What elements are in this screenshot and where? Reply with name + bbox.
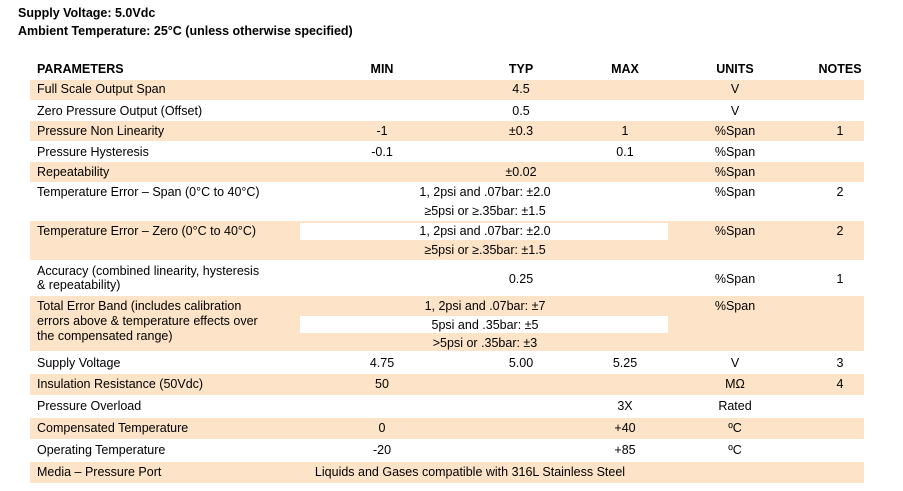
supply-voltage-heading: Supply Voltage: 5.0Vdc — [18, 6, 156, 20]
table-row: Pressure Hysteresis -0.1 0.1 %Span — [30, 142, 864, 162]
min-value: -20 — [372, 443, 392, 457]
col-typ: TYP — [508, 62, 534, 76]
units-value: %Span — [714, 185, 756, 199]
media-value: Liquids and Gases compatible with 316L S… — [314, 465, 626, 479]
table-row: Operating Temperature -20 +85 ºC — [30, 440, 864, 462]
table-row: Insulation Resistance (50Vdc) 50 MΩ 4 — [30, 374, 864, 395]
param-line-3: the compensated range) — [37, 329, 173, 343]
typ-line-1: 1, 2psi and .07bar: ±2.0 — [419, 185, 551, 199]
param-label: Total Error Band (includes calibration e… — [37, 299, 258, 344]
cell-shading — [300, 202, 668, 220]
table-row: Repeatability ±0.02 %Span — [30, 162, 864, 182]
table-row: Supply Voltage 4.75 5.00 5.25 V 3 — [30, 353, 864, 374]
col-parameters: PARAMETERS — [37, 62, 124, 76]
typ-line-2: 5psi and .35bar: ±5 — [431, 318, 539, 332]
typ-value: ±0.02 — [505, 165, 537, 179]
units-value: MΩ — [725, 377, 745, 391]
min-value: -0.1 — [371, 145, 393, 159]
units-value: %Span — [714, 145, 756, 159]
param-label: Pressure Non Linearity — [37, 124, 165, 138]
notes-value: 3 — [836, 356, 844, 370]
param-label: Pressure Overload — [37, 399, 142, 413]
param-label: Temperature Error – Span (0°C to 40°C) — [37, 185, 260, 199]
min-value: 50 — [375, 377, 389, 391]
param-label: Zero Pressure Output (Offset) — [37, 104, 203, 118]
typ-line-1: 1, 2psi and .07bar: ±7 — [424, 299, 546, 313]
table-row: Temperature Error – Span (0°C to 40°C) 1… — [30, 182, 864, 221]
units-value: Rated — [718, 399, 752, 413]
units-value: %Span — [714, 299, 756, 313]
max-value: 1 — [621, 124, 629, 138]
units-value: ºC — [728, 443, 742, 457]
notes-value: 2 — [836, 185, 844, 199]
table-row: Media – Pressure Port Liquids and Gases … — [30, 462, 864, 483]
table-row: Full Scale Output Span 4.5 V — [30, 80, 864, 100]
cell-shading — [300, 223, 668, 240]
units-value: V — [730, 104, 740, 118]
ambient-temperature-heading: Ambient Temperature: 25°C (unless otherw… — [18, 24, 353, 38]
units-value: ºC — [728, 421, 742, 435]
units-value: %Span — [714, 165, 756, 179]
table-row: Pressure Non Linearity -1 ±0.3 1 %Span 1 — [30, 121, 864, 141]
param-label: Repeatability — [37, 165, 110, 179]
min-value: -1 — [376, 124, 388, 138]
typ-value: 0.25 — [508, 272, 534, 286]
param-label: Temperature Error – Zero (0°C to 40°C) — [37, 224, 257, 238]
param-line-2: & repeatability) — [37, 278, 121, 292]
param-label: Media – Pressure Port — [37, 465, 162, 479]
typ-value: ±0.3 — [508, 124, 534, 138]
col-notes: NOTES — [818, 62, 862, 76]
typ-value: 4.5 — [512, 82, 530, 96]
col-min: MIN — [370, 62, 394, 76]
typ-value: 5.00 — [508, 356, 534, 370]
notes-value: 1 — [836, 124, 844, 138]
table-row: Temperature Error – Zero (0°C to 40°C) 1… — [30, 221, 864, 260]
min-value: 0 — [378, 421, 386, 435]
max-value: 0.1 — [616, 145, 634, 159]
typ-line-2: ≥5psi or ≥.35bar: ±1.5 — [424, 243, 546, 257]
table-row: Zero Pressure Output (Offset) 0.5 V — [30, 101, 864, 121]
param-label: Compensated Temperature — [37, 421, 189, 435]
table-row: Accuracy (combined linearity, hysteresis… — [30, 261, 864, 296]
table-row: Compensated Temperature 0 +40 ºC — [30, 418, 864, 439]
cell-shading — [300, 316, 668, 333]
param-label: Pressure Hysteresis — [37, 145, 149, 159]
table-row: Pressure Overload 3X Rated — [30, 396, 864, 418]
typ-line-2: ≥5psi or ≥.35bar: ±1.5 — [424, 204, 546, 218]
param-line-2: errors above & temperature effects over — [37, 314, 258, 328]
units-value: %Span — [714, 272, 756, 286]
typ-value: 0.5 — [512, 104, 530, 118]
min-value: 4.75 — [369, 356, 395, 370]
units-value: %Span — [714, 124, 756, 138]
max-value: 5.25 — [612, 356, 638, 370]
notes-value: 1 — [836, 272, 844, 286]
param-line-1: Accuracy (combined linearity, hysteresis — [37, 264, 260, 278]
units-value: V — [730, 356, 740, 370]
units-value: %Span — [714, 224, 756, 238]
typ-line-1: 1, 2psi and .07bar: ±2.0 — [419, 224, 551, 238]
col-units: UNITS — [716, 62, 754, 76]
col-max: MAX — [611, 62, 639, 76]
table-row: Total Error Band (includes calibration e… — [30, 296, 864, 351]
param-line-1: Total Error Band (includes calibration — [37, 299, 242, 313]
typ-line-3: >5psi or .35bar: ±3 — [432, 336, 538, 350]
table-header-row: PARAMETERS MIN TYP MAX UNITS NOTES — [30, 59, 864, 79]
param-label: Operating Temperature — [37, 443, 166, 457]
max-value: +85 — [614, 443, 636, 457]
max-value: 3X — [617, 399, 633, 413]
units-value: V — [730, 82, 740, 96]
param-label: Insulation Resistance (50Vdc) — [37, 377, 204, 391]
param-label: Full Scale Output Span — [37, 82, 166, 96]
notes-value: 4 — [836, 377, 844, 391]
notes-value: 2 — [836, 224, 844, 238]
param-label: Supply Voltage — [37, 356, 121, 370]
max-value: +40 — [614, 421, 636, 435]
param-label: Accuracy (combined linearity, hysteresis… — [37, 264, 259, 292]
